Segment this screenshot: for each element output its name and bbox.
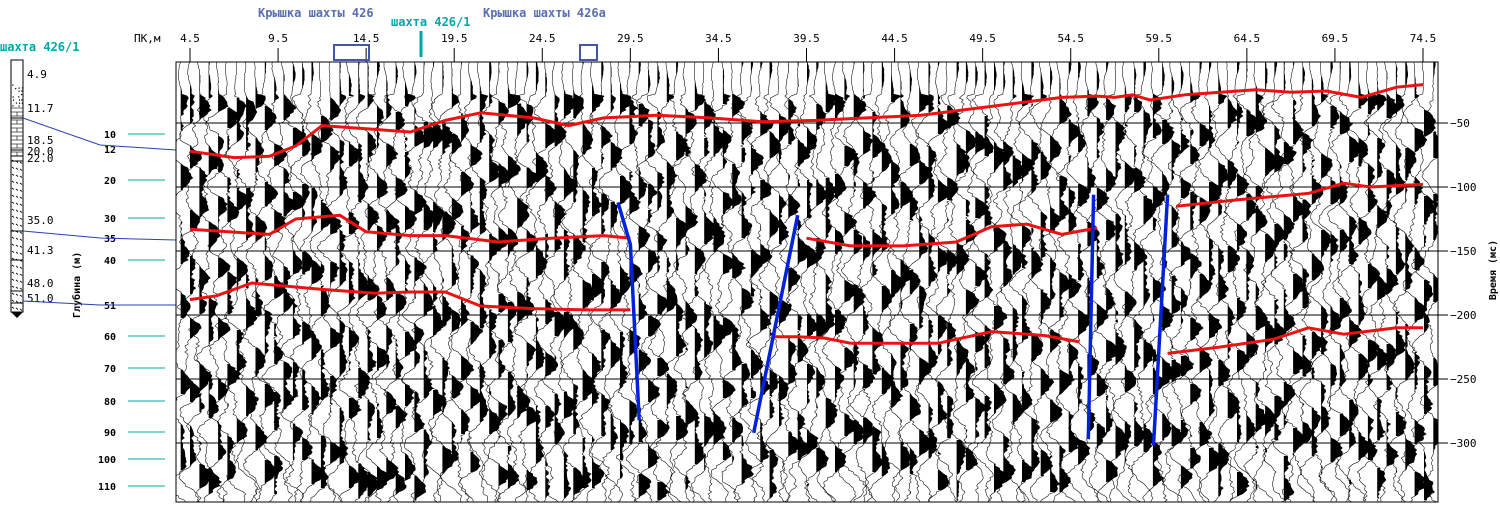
fault-line — [751, 214, 800, 434]
pk-tick-label: 14.5 — [353, 32, 380, 45]
depth-marker-labels: 12 35 51 — [22, 117, 177, 312]
depth-marker-connector — [22, 117, 177, 151]
depth-tick-label: 70 — [104, 364, 116, 375]
pk-tick-label: 34.5 — [705, 32, 732, 45]
horizons — [189, 83, 1424, 355]
annotation-shaft-426-1: шахта 426/1 — [391, 15, 470, 29]
time-tick-labels: −50 −100 −150 −200 −250 −300 — [1438, 117, 1477, 450]
pk-tick-label: 29.5 — [617, 32, 644, 45]
depth-tick-label: 80 — [104, 397, 116, 408]
trace-fills — [180, 62, 1438, 500]
time-tick-label: −100 — [1450, 181, 1477, 194]
depth-tick-label: 90 — [104, 428, 116, 439]
pk-tick-label: 39.5 — [793, 32, 820, 45]
time-tick-label: −50 — [1450, 117, 1470, 130]
depth-tick-label: 100 — [98, 455, 116, 466]
pk-tick-label: 24.5 — [529, 32, 556, 45]
well-depth-label: 22.0 — [27, 152, 54, 165]
well-depth-label: 18.5 — [27, 134, 54, 147]
depth-marker-connector — [22, 300, 176, 306]
pk-tick-label: 64.5 — [1234, 32, 1261, 45]
horizon-line — [806, 222, 1098, 248]
well-depth-label: 20.0 — [27, 145, 54, 158]
well-depth-label: 11.7 — [27, 102, 54, 115]
pk-tick-label: 19.5 — [441, 32, 468, 45]
horizon-line — [1176, 181, 1424, 208]
depth-tick-label: 20 — [104, 176, 116, 187]
depth-tick-label: 30 — [104, 214, 116, 225]
pk-tick-label: 74.5 — [1410, 32, 1437, 45]
annotation-cap-426: Крышка шахты 426 — [258, 6, 374, 20]
annotations: Крышка шахты 426 шахта 426/1 Крышка шахт… — [258, 6, 606, 61]
depth-marker-label: 12 — [104, 145, 116, 156]
well-depth-label: 35.0 — [27, 214, 54, 227]
depth-axis-title: Глубина (м) — [71, 252, 83, 318]
well-log: шахта 426/1 4.911.718.520.022.035.041.34… — [0, 40, 79, 318]
pk-tick-label: 69.5 — [1322, 32, 1349, 45]
depth-tick-label: 110 — [98, 482, 116, 493]
well-depth-labels: 4.9 11.7 18.520.022.0 35.0 41.3 48.0 51.0 — [27, 68, 54, 305]
time-grid-lines — [176, 122, 1438, 444]
cap-426-marker — [333, 44, 370, 61]
depth-tick-label: 10 — [104, 130, 116, 141]
pk-tick-label: 9.5 — [268, 32, 288, 45]
time-tick-label: −150 — [1450, 245, 1477, 258]
well-bottom-arrow — [11, 312, 23, 318]
well-title: шахта 426/1 — [0, 40, 79, 54]
seismic-traces — [176, 62, 1438, 502]
well-depth-label: 4.9 — [27, 68, 47, 81]
time-tick-label: −200 — [1450, 309, 1477, 322]
pk-tick-label: 59.5 — [1146, 32, 1173, 45]
depth-tick-labels: 10 20 30 40 60 70 80 90 100 110 — [98, 130, 165, 493]
depth-marker-label: 35 — [104, 234, 116, 245]
depth-tick-label: 60 — [104, 332, 116, 343]
time-tick-label: −250 — [1450, 373, 1477, 386]
pk-axis: ПК,м 4.5 9.5 14.5 19.5 24.5 29.5 34.5 39.5 44.5 4… — [134, 32, 1436, 62]
cap-426a-marker — [579, 44, 598, 61]
pk-axis-title: ПК,м — [134, 32, 161, 45]
annotation-cap-426a: Крышка шахты 426а — [483, 6, 606, 20]
pk-tick-labels: 4.5 9.5 14.5 19.5 24.5 29.5 34.5 39.5 44.5 49.5 54… — [180, 32, 1436, 62]
time-tick-label: −300 — [1450, 437, 1477, 450]
pk-tick-label: 44.5 — [881, 32, 908, 45]
depth-marker-label: 51 — [104, 301, 116, 312]
plot-area — [175, 61, 1439, 503]
horizon-line — [189, 83, 1424, 160]
horizon-line — [189, 281, 631, 312]
horizon-line — [1167, 326, 1423, 355]
horizon-line — [771, 330, 1080, 345]
time-axis-title: Время (мс) — [1488, 240, 1499, 300]
pk-tick-label: 54.5 — [1057, 32, 1084, 45]
fault-line — [1151, 194, 1170, 446]
well-depth-label: 51.0 — [27, 292, 54, 305]
pk-tick-label: 49.5 — [969, 32, 996, 45]
well-depth-label: 41.3 — [27, 244, 54, 257]
depth-axis: Глубина (м) 10 20 30 40 60 70 80 90 100 110 12 35 5… — [22, 117, 177, 493]
depth-marker-connector — [22, 230, 177, 241]
well-column-fill — [11, 84, 24, 311]
horizon-line — [189, 213, 631, 244]
pk-tick-label: 4.5 — [180, 32, 200, 45]
time-axis: Время (мс) −50 −100 −150 −200 −250 −300 — [1438, 117, 1499, 450]
faults — [616, 194, 1170, 446]
depth-tick-label: 40 — [104, 256, 116, 267]
fault-line — [616, 201, 641, 421]
fault-line — [1086, 194, 1096, 440]
well-depth-label: 48.0 — [27, 277, 54, 290]
